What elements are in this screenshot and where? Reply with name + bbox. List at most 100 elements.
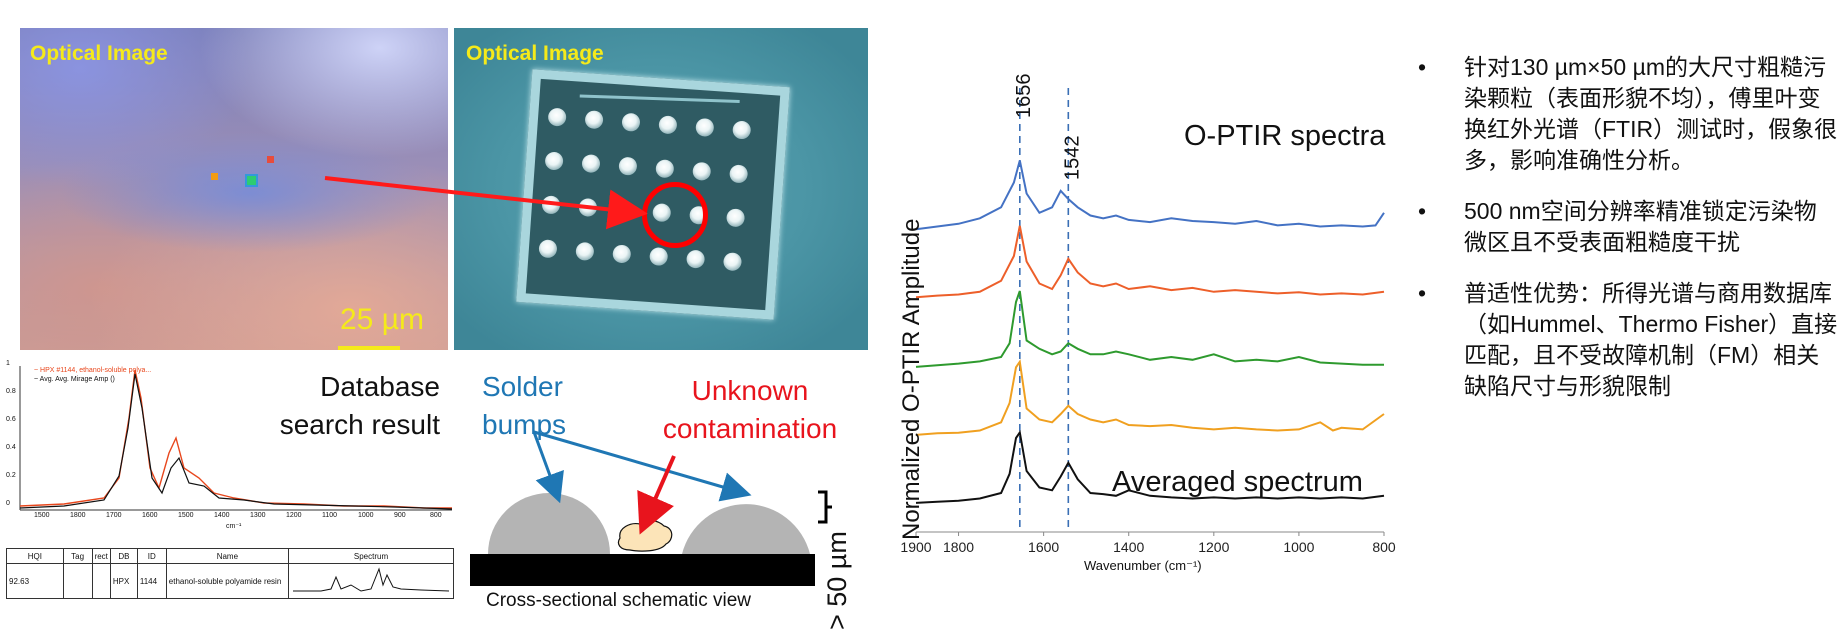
spectrum-series-line (915, 359, 1385, 436)
db-x-tick: 900 (394, 512, 406, 519)
db-y-tick: 0.4 (6, 444, 16, 451)
scale-bar (338, 346, 400, 350)
x-tick-label: 1600 (1028, 539, 1059, 555)
table-header: DB (109, 548, 138, 564)
db-x-tick: 1000 (358, 512, 374, 519)
table-cell (62, 563, 93, 599)
marker-orange (211, 173, 218, 180)
database-title-line1: Database (320, 371, 440, 402)
db-legend: ~ HPX #1144, ethanol-soluble polya... ~ … (34, 366, 151, 384)
x-axis-label: Wavenumber (cm⁻¹) (1084, 558, 1202, 573)
db-x-tick: 1500 (34, 512, 50, 519)
db-y-tick: 1 (6, 360, 10, 367)
height-bracket (818, 490, 832, 524)
optical-image-2: Optical Image (454, 28, 868, 350)
database-title: Database search result (174, 368, 440, 444)
table-cell: HPX (109, 563, 138, 599)
optical-image-2-label: Optical Image (466, 42, 604, 65)
marker-green (245, 174, 258, 187)
bullet-text: 针对130 µm×50 µm的大尺寸粗糙污染颗粒（表面形貌不均），傅里叶变换红外… (1464, 54, 1838, 173)
db-x-tick: 1200 (286, 512, 302, 519)
unknown-label-line2: contamination (662, 413, 838, 444)
db-legend-item: ~ Avg. Avg. Mirage Amp () (34, 376, 115, 383)
x-tick-label: 800 (1372, 539, 1396, 555)
hqi-table: HQI Tag rect DB ID Name Spectrum 92.63 H… (6, 548, 454, 599)
x-tick-label: 1900 (900, 539, 931, 555)
solder-bumps-label: Solder bumps (482, 368, 566, 444)
table-cell: 92.63 (6, 563, 64, 599)
db-x-tick: 1700 (106, 512, 122, 519)
peak-marker-label: 1542 (1061, 136, 1083, 181)
db-y-ticks: 1 0.8 0.6 0.4 0.2 0 (4, 358, 18, 518)
bullet-item: • 针对130 µm×50 µm的大尺寸粗糙污染颗粒（表面形貌不均），傅里叶变换… (1418, 52, 1838, 176)
solder-label-line2: bumps (482, 409, 567, 440)
bullet-symbol: • (1418, 280, 1427, 306)
table-header: Tag (62, 548, 93, 564)
unknown-contamination-label: Unknown contamination (640, 372, 860, 448)
table-row[interactable]: 92.63 HPX 1144 ethanol-soluble polyamide… (6, 563, 454, 599)
optical-image-1: Optical Image 25 µm (20, 28, 448, 350)
table-header: Spectrum (288, 548, 454, 564)
x-tick-label: 1400 (1113, 539, 1144, 555)
table-cell: 1144 (136, 563, 167, 599)
db-series-average (19, 373, 453, 510)
bullet-text: 500 nm空间分辨率精准锁定污染物微区且不受表面粗糙度干扰 (1464, 198, 1817, 255)
peak-marker-label: 1656 (1013, 74, 1035, 119)
db-x-tick: 800 (430, 512, 442, 519)
db-y-tick: 0.8 (6, 388, 16, 395)
bullet-symbol: • (1418, 54, 1427, 80)
schematic-drawing (470, 430, 832, 586)
table-header: ID (136, 548, 167, 564)
spectrum-series-line (915, 429, 1385, 504)
scale-bar-label: 25 µm (340, 303, 424, 336)
substrate (470, 554, 815, 586)
database-panel: ~ HPX #1144, ethanol-soluble polya... ~ … (4, 358, 454, 620)
db-x-ticks: 1500 1800 1700 1600 1500 1400 1300 1200 1100 1000… (20, 512, 452, 524)
db-x-tick: 1800 (70, 512, 86, 519)
table-cell (91, 563, 111, 599)
spectrum-series-line (915, 290, 1384, 368)
y-axis-label: Normalized O-PTIR Amplitude (898, 218, 925, 540)
schematic-panel: Solder bumps Unknown contamination > 50 … (470, 362, 870, 630)
height-label: > 50 µm (822, 531, 852, 630)
x-tick-label: 1200 (1198, 539, 1229, 555)
table-cell: ethanol-soluble polyamide resin (165, 563, 290, 599)
x-tick-label: 1800 (943, 539, 974, 555)
x-tick-label: 1000 (1283, 539, 1314, 555)
averaged-spectrum-label: Averaged spectrum (1112, 466, 1363, 498)
table-header-row: HQI Tag rect DB ID Name Spectrum (6, 548, 454, 564)
solder-bump-left (488, 493, 610, 554)
solder-label-line1: Solder (482, 371, 563, 402)
bullet-text: 普适性优势：所得光谱与商用数据库（如Hummel、Thermo Fisher）直… (1464, 280, 1838, 399)
bullet-list: • 针对130 µm×50 µm的大尺寸粗糙污染颗粒（表面形貌不均），傅里叶变换… (1418, 52, 1838, 422)
db-x-tick: 1400 (214, 512, 230, 519)
db-y-tick: 0.2 (6, 472, 16, 479)
optical-image-1-label: Optical Image (30, 42, 168, 65)
spectrum-thumbnail (293, 567, 450, 592)
schematic-caption: Cross-sectional schematic view (486, 590, 752, 611)
spectrum-series-line (915, 160, 1385, 231)
db-x-tick: 1300 (250, 512, 266, 519)
db-y-tick: 0 (6, 500, 10, 507)
table-header: HQI (6, 548, 64, 564)
bullet-item: • 普适性优势：所得光谱与商用数据库（如Hummel、Thermo Fisher… (1418, 278, 1838, 402)
db-x-unit: cm⁻¹ (226, 523, 242, 530)
unknown-label-line1: Unknown (691, 375, 809, 406)
optir-chart: 1900 1800 1600 1400 1200 1000 800 1656 1542 (900, 74, 1396, 556)
database-spectrum-chart (19, 366, 453, 511)
db-legend-item: ~ HPX #1144, ethanol-soluble polya... (34, 367, 152, 374)
table-header: Name (165, 548, 290, 564)
db-x-tick: 1600 (142, 512, 158, 519)
table-header: rect (91, 548, 111, 564)
contamination-particle (617, 519, 673, 552)
db-y-tick: 0.6 (6, 416, 16, 423)
db-x-tick: 1500 (178, 512, 194, 519)
bullet-item: • 500 nm空间分辨率精准锁定污染物微区且不受表面粗糙度干扰 (1418, 196, 1838, 258)
chart-title: O-PTIR spectra (1184, 120, 1386, 152)
spectrum-series-line (915, 225, 1385, 299)
db-x-tick: 1100 (322, 512, 338, 519)
database-title-line2: search result (279, 409, 440, 440)
optir-chart-panel: 1900 1800 1600 1400 1200 1000 800 1656 1542 O-PT… (884, 40, 1404, 580)
marker-red (267, 156, 274, 163)
